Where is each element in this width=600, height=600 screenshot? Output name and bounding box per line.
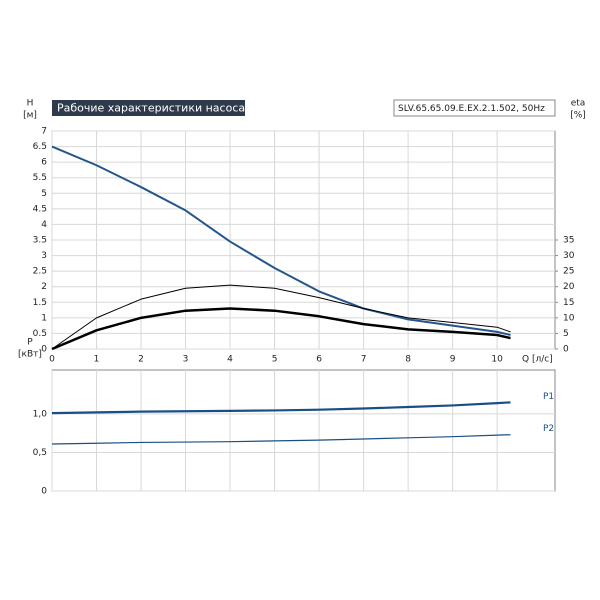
- y-tick-label: 7: [41, 127, 47, 137]
- subtitle-box: [393, 99, 556, 117]
- x-tick-label: 10: [491, 355, 503, 365]
- y-tick-label: 0.5: [33, 329, 47, 339]
- y2-axis-unit: [%]: [570, 111, 586, 121]
- y-tick-label: 0: [41, 345, 47, 355]
- y2-axis-label: eta: [571, 99, 586, 109]
- y-tick-label: 4.5: [33, 204, 47, 214]
- y-tick-label: 6.5: [33, 142, 47, 152]
- y2-tick-label: 5: [563, 329, 569, 339]
- chart-subtitle: SLV.65.65.09.E.EX.2.1.502, 50Hz: [398, 104, 545, 114]
- x-tick-label: 7: [361, 355, 367, 365]
- y-tick-label: 0: [41, 487, 47, 497]
- series-line: [51, 284, 511, 350]
- y-tick-label: 5: [41, 189, 47, 199]
- y2-tick-label: 20: [563, 282, 575, 292]
- series-line: [51, 401, 511, 415]
- series-label: P1: [543, 392, 554, 402]
- y2-tick-label: 25: [563, 267, 574, 277]
- y-tick-label: 3.5: [33, 236, 47, 246]
- x-tick-label: 2: [138, 355, 144, 365]
- y-tick-label: 1: [41, 313, 47, 323]
- y2-tick-label: 35: [563, 236, 574, 246]
- y-tick-label: 1.5: [33, 298, 47, 308]
- x-tick-label: 1: [94, 355, 100, 365]
- y-axis-label: P: [27, 338, 33, 348]
- y2-tick-label: 0: [563, 345, 569, 355]
- y-tick-label: 0,5: [33, 448, 47, 458]
- x-tick-label: 5: [272, 355, 278, 365]
- y-tick-label: 5.5: [33, 173, 47, 183]
- y2-tick-label: 10: [563, 313, 575, 323]
- y-tick-label: 4: [41, 220, 47, 230]
- series-line: [51, 145, 511, 336]
- series-label: P2: [543, 424, 554, 434]
- y2-tick-label: 15: [563, 298, 574, 308]
- y-tick-label: 3: [41, 251, 47, 261]
- title-box: [52, 100, 245, 116]
- y-axis-unit: [м]: [23, 111, 37, 121]
- x-tick-label: 0: [49, 355, 55, 365]
- x-tick-label: 3: [183, 355, 189, 365]
- y-tick-label: 2: [41, 282, 47, 292]
- x-axis-label: Q [л/с]: [522, 355, 553, 365]
- series-line: [51, 307, 511, 351]
- y-axis-unit: [кВт]: [18, 350, 42, 360]
- series-line: [51, 434, 511, 445]
- y-tick-label: 2.5: [33, 267, 47, 277]
- y2-tick-label: 30: [563, 251, 575, 261]
- x-tick-label: 6: [316, 355, 322, 365]
- x-tick-label: 4: [227, 355, 233, 365]
- x-tick-label: 9: [450, 355, 456, 365]
- plot-area: [51, 369, 556, 492]
- y-tick-label: 1,0: [33, 409, 48, 419]
- x-tick-label: 8: [405, 355, 411, 365]
- chart-title: Рабочие характеристики насоса: [57, 102, 245, 115]
- y-axis-label: H: [27, 99, 34, 109]
- y-tick-label: 6: [41, 158, 47, 168]
